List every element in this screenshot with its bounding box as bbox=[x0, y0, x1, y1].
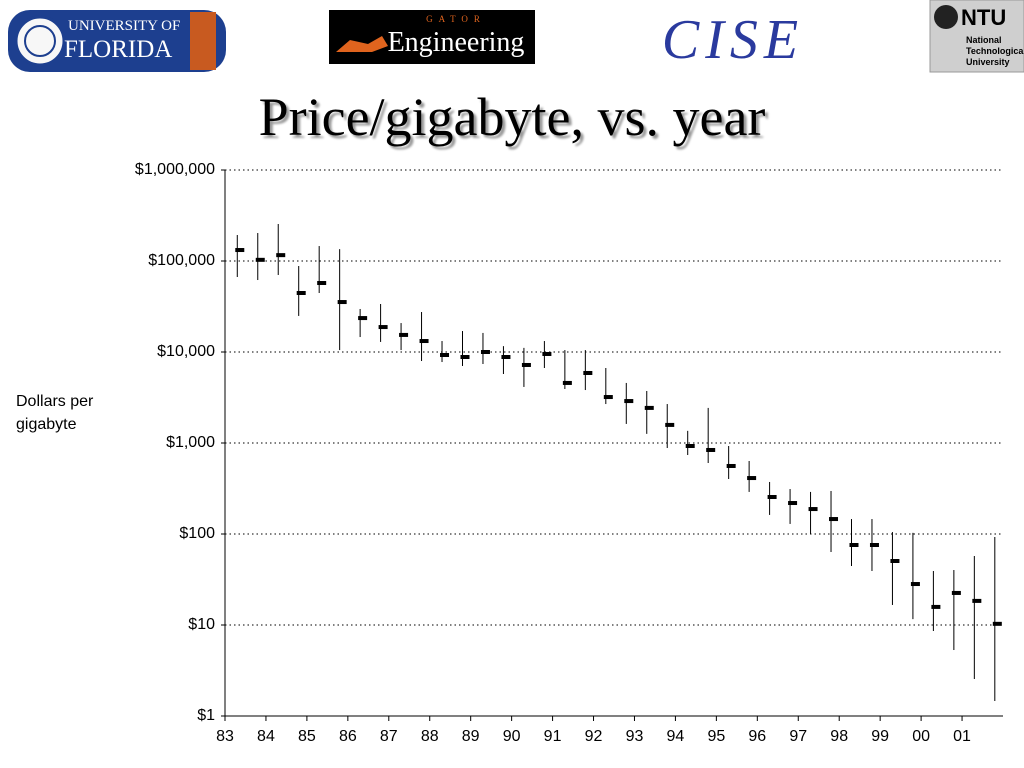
price-mark bbox=[788, 501, 798, 506]
price-mark bbox=[706, 447, 716, 452]
x-tick-label: 86 bbox=[339, 728, 357, 745]
price-mark bbox=[317, 281, 327, 286]
ntu-text: National bbox=[966, 35, 1002, 45]
y-axis-label: Dollars per gigabyte bbox=[16, 393, 94, 433]
y-tick-label: $10 bbox=[188, 616, 215, 633]
price-mark bbox=[440, 352, 450, 357]
x-tick-label: 01 bbox=[953, 728, 971, 745]
price-mark bbox=[972, 598, 982, 603]
price-mark bbox=[501, 355, 511, 360]
price-mark bbox=[562, 380, 572, 385]
x-tick-label: 97 bbox=[789, 728, 807, 745]
price-mark bbox=[849, 543, 859, 548]
x-tick-label: 93 bbox=[626, 728, 644, 745]
y-tick-label: $1,000 bbox=[166, 434, 215, 451]
price-mark bbox=[399, 332, 409, 337]
x-tick-label: 91 bbox=[544, 728, 562, 745]
price-mark bbox=[665, 422, 675, 427]
price-mark bbox=[419, 339, 429, 344]
uf-text: FLORIDA bbox=[64, 36, 172, 63]
engineering-text: GATOR bbox=[426, 14, 486, 24]
uf-seal-ring bbox=[24, 25, 56, 57]
chart-title: Price/gigabyte, vs. year bbox=[259, 87, 766, 147]
price-mark bbox=[869, 543, 879, 548]
x-tick-label: 95 bbox=[707, 728, 725, 745]
engineering-logo bbox=[329, 10, 535, 64]
y-tick-label: $1,000,000 bbox=[135, 161, 215, 178]
x-tick-label: 92 bbox=[585, 728, 603, 745]
price-mark bbox=[644, 405, 654, 410]
price-mark bbox=[542, 351, 552, 356]
x-tick-label: 83 bbox=[216, 728, 234, 745]
ntu-text: Technological bbox=[966, 46, 1024, 56]
cise-logo: CISE bbox=[662, 9, 804, 71]
price-mark bbox=[583, 370, 593, 375]
uf-seal bbox=[14, 15, 66, 67]
price-mark bbox=[808, 507, 818, 512]
price-mark bbox=[235, 248, 245, 253]
x-tick-label: 90 bbox=[503, 728, 521, 745]
price-mark bbox=[378, 325, 388, 330]
price-mark bbox=[255, 257, 265, 262]
x-tick-label: 85 bbox=[298, 728, 316, 745]
price-mark bbox=[296, 290, 306, 295]
price-mark bbox=[603, 395, 613, 400]
price-mark bbox=[951, 590, 961, 595]
engineering-text: Engineering bbox=[388, 27, 525, 58]
x-tick-label: 87 bbox=[380, 728, 398, 745]
ntu-text: University bbox=[966, 57, 1010, 67]
ntu-text: NTU bbox=[961, 5, 1006, 30]
price-mark bbox=[358, 316, 368, 321]
price-mark bbox=[767, 495, 777, 500]
price-mark bbox=[521, 362, 531, 367]
uf-logo bbox=[8, 10, 226, 72]
x-tick-label: 89 bbox=[462, 728, 480, 745]
x-tick-label: 00 bbox=[912, 728, 930, 745]
x-tick-label: 98 bbox=[830, 728, 848, 745]
uf-tower bbox=[190, 12, 216, 70]
x-tick-label: 88 bbox=[421, 728, 439, 745]
ntu-globe bbox=[934, 5, 958, 29]
price-mark bbox=[747, 476, 757, 481]
price-mark bbox=[685, 443, 695, 448]
x-tick-label: 99 bbox=[871, 728, 889, 745]
x-tick-label: 94 bbox=[667, 728, 685, 745]
price-mark bbox=[992, 621, 1002, 626]
price-mark bbox=[829, 517, 839, 522]
price-mark bbox=[337, 300, 347, 305]
price-mark bbox=[931, 604, 941, 609]
price-mark bbox=[890, 559, 900, 564]
x-tick-label: 96 bbox=[748, 728, 766, 745]
uf-text: UNIVERSITY OF bbox=[68, 18, 180, 34]
price-mark bbox=[480, 350, 490, 354]
y-tick-label: $100 bbox=[179, 525, 215, 542]
price-mark bbox=[460, 355, 470, 360]
x-tick-label: 84 bbox=[257, 728, 275, 745]
price-mark bbox=[276, 253, 286, 258]
y-tick-label: $1 bbox=[197, 707, 215, 724]
gator-figure bbox=[336, 36, 388, 52]
price-mark bbox=[910, 582, 920, 587]
price-mark bbox=[726, 463, 736, 468]
y-tick-label: $100,000 bbox=[148, 252, 215, 269]
price-mark bbox=[624, 399, 634, 404]
y-tick-label: $10,000 bbox=[157, 343, 215, 360]
